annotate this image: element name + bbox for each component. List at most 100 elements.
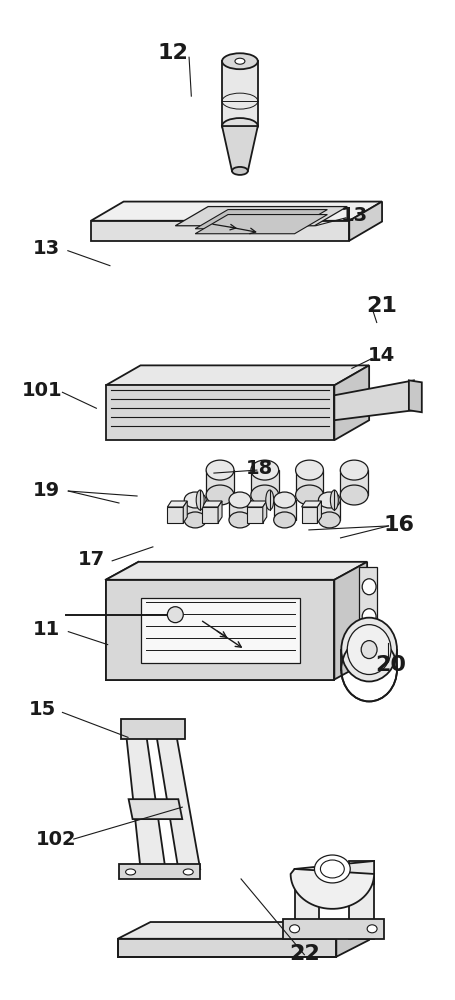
Polygon shape	[283, 919, 384, 939]
Polygon shape	[274, 500, 296, 520]
Text: 22: 22	[289, 944, 320, 964]
Ellipse shape	[340, 485, 368, 505]
Text: 19: 19	[33, 481, 60, 500]
Polygon shape	[222, 126, 258, 171]
Ellipse shape	[183, 869, 193, 875]
Text: 16: 16	[384, 515, 415, 535]
Ellipse shape	[314, 855, 350, 883]
Ellipse shape	[341, 618, 397, 681]
Ellipse shape	[222, 118, 258, 134]
Polygon shape	[91, 221, 349, 241]
Polygon shape	[106, 385, 334, 440]
Ellipse shape	[196, 490, 204, 510]
Text: 101: 101	[22, 381, 62, 400]
Polygon shape	[334, 365, 369, 440]
Polygon shape	[167, 507, 183, 523]
Ellipse shape	[362, 579, 376, 595]
Polygon shape	[359, 567, 377, 657]
Ellipse shape	[229, 512, 251, 528]
Polygon shape	[184, 500, 206, 520]
Ellipse shape	[361, 641, 377, 659]
Polygon shape	[263, 501, 267, 523]
Ellipse shape	[367, 925, 377, 933]
Text: 14: 14	[368, 346, 395, 365]
Ellipse shape	[296, 460, 324, 480]
Polygon shape	[336, 922, 369, 957]
Ellipse shape	[206, 460, 234, 480]
Polygon shape	[118, 922, 369, 939]
Polygon shape	[302, 501, 321, 507]
Ellipse shape	[290, 925, 299, 933]
Polygon shape	[206, 470, 234, 495]
Text: 13: 13	[340, 206, 368, 225]
Ellipse shape	[184, 492, 206, 508]
Polygon shape	[195, 215, 328, 234]
Polygon shape	[202, 507, 218, 523]
Ellipse shape	[330, 490, 339, 510]
Polygon shape	[247, 507, 263, 523]
Text: 15: 15	[29, 700, 56, 719]
Polygon shape	[349, 861, 374, 939]
Polygon shape	[119, 864, 200, 879]
Ellipse shape	[274, 512, 296, 528]
Polygon shape	[334, 562, 367, 680]
Polygon shape	[202, 501, 222, 507]
Polygon shape	[294, 869, 319, 939]
Text: 18: 18	[246, 459, 273, 478]
Ellipse shape	[296, 485, 324, 505]
Polygon shape	[229, 500, 251, 520]
Ellipse shape	[318, 492, 340, 508]
Polygon shape	[340, 470, 368, 495]
Polygon shape	[126, 729, 165, 869]
Ellipse shape	[206, 485, 234, 505]
Polygon shape	[251, 470, 278, 495]
Polygon shape	[141, 598, 299, 663]
Polygon shape	[175, 207, 347, 226]
Polygon shape	[247, 501, 267, 507]
Ellipse shape	[274, 492, 296, 508]
Ellipse shape	[167, 607, 183, 623]
Polygon shape	[167, 501, 187, 507]
Ellipse shape	[232, 167, 248, 175]
Text: 102: 102	[35, 830, 76, 849]
Ellipse shape	[318, 512, 340, 528]
Text: 12: 12	[158, 43, 189, 63]
Ellipse shape	[184, 512, 206, 528]
Polygon shape	[294, 861, 374, 884]
Polygon shape	[302, 507, 318, 523]
Ellipse shape	[251, 460, 278, 480]
Polygon shape	[334, 380, 414, 420]
Text: 17: 17	[78, 550, 106, 569]
Ellipse shape	[362, 609, 376, 625]
Ellipse shape	[347, 625, 391, 675]
Polygon shape	[318, 500, 340, 520]
Polygon shape	[296, 470, 324, 495]
Ellipse shape	[229, 492, 251, 508]
Text: 13: 13	[33, 239, 60, 258]
Ellipse shape	[235, 58, 245, 64]
Ellipse shape	[340, 460, 368, 480]
Polygon shape	[156, 729, 200, 869]
Polygon shape	[409, 380, 422, 412]
Polygon shape	[183, 501, 187, 523]
Ellipse shape	[222, 53, 258, 69]
Ellipse shape	[266, 490, 274, 510]
Polygon shape	[91, 202, 382, 221]
Ellipse shape	[251, 485, 278, 505]
Text: 11: 11	[33, 620, 60, 639]
Polygon shape	[291, 869, 374, 909]
Text: 21: 21	[366, 296, 397, 316]
Polygon shape	[106, 580, 334, 680]
Text: 20: 20	[375, 655, 406, 675]
Polygon shape	[195, 210, 328, 229]
Polygon shape	[222, 61, 258, 126]
Polygon shape	[318, 501, 321, 523]
Polygon shape	[121, 719, 185, 739]
Ellipse shape	[320, 860, 344, 878]
Ellipse shape	[126, 869, 136, 875]
Polygon shape	[129, 799, 182, 819]
Polygon shape	[106, 365, 369, 385]
Polygon shape	[349, 202, 382, 241]
Polygon shape	[118, 939, 336, 957]
Polygon shape	[218, 501, 222, 523]
